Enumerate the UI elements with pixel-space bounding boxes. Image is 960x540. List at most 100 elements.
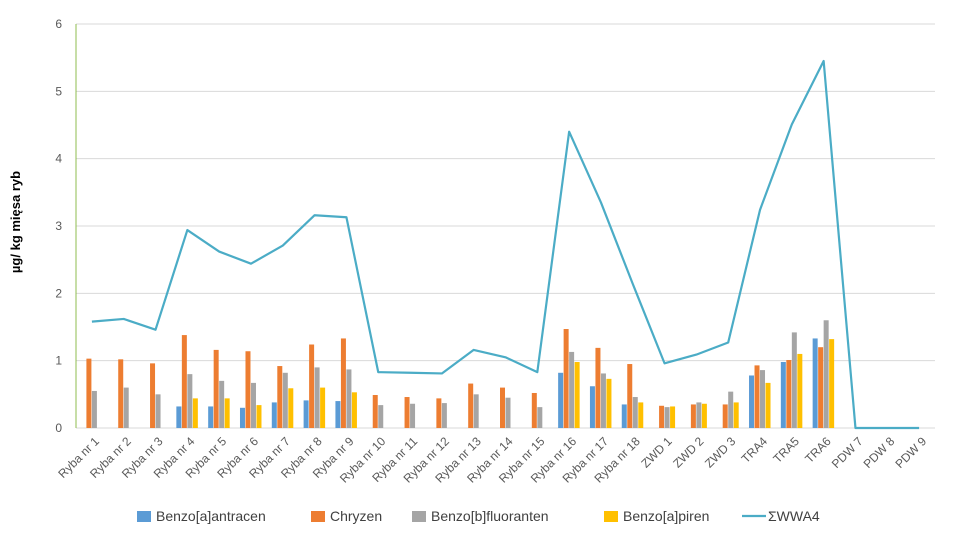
bar bbox=[473, 394, 479, 428]
legend-label: Chryzen bbox=[330, 508, 382, 524]
bar bbox=[239, 407, 245, 428]
bar bbox=[351, 392, 357, 428]
y-tick-label: 3 bbox=[55, 219, 62, 233]
legend: Benzo[a]antracen Chryzen Benzo[b]fluorante… bbox=[137, 508, 820, 524]
bar bbox=[780, 362, 786, 428]
legend-label: Benzo[a]piren bbox=[623, 508, 709, 524]
bar bbox=[765, 382, 771, 428]
bar bbox=[659, 405, 665, 428]
legend-swatch bbox=[311, 511, 325, 522]
bar bbox=[176, 406, 182, 428]
gridlines bbox=[76, 23, 935, 429]
bar bbox=[256, 405, 262, 428]
bar bbox=[187, 374, 193, 428]
bar bbox=[728, 391, 734, 428]
bar bbox=[314, 367, 320, 428]
bar bbox=[754, 365, 760, 428]
bar bbox=[606, 378, 612, 428]
legend-label: Benzo[b]fluoranten bbox=[431, 508, 549, 524]
bar bbox=[303, 400, 309, 428]
bar bbox=[277, 366, 283, 428]
bar bbox=[213, 349, 219, 428]
bar bbox=[791, 332, 797, 428]
x-tick-label: PDW 7 bbox=[829, 434, 866, 471]
bar bbox=[701, 403, 707, 428]
bar bbox=[632, 397, 638, 428]
x-tick-label: ZWD 3 bbox=[702, 434, 739, 471]
y-tick-label: 0 bbox=[55, 421, 62, 435]
x-tick-label: PDW 8 bbox=[861, 434, 898, 471]
bar bbox=[441, 403, 447, 428]
bar bbox=[600, 373, 606, 428]
bar bbox=[812, 338, 818, 428]
bar bbox=[91, 390, 97, 428]
y-tick-label: 5 bbox=[55, 84, 62, 98]
legend-swatch bbox=[137, 511, 151, 522]
bar bbox=[181, 335, 187, 428]
x-tick-label: ZWD 2 bbox=[670, 434, 707, 471]
legend-swatch bbox=[412, 511, 426, 522]
bar bbox=[245, 351, 251, 428]
bar bbox=[410, 403, 416, 428]
bar bbox=[638, 402, 644, 428]
bar bbox=[760, 370, 766, 428]
bar bbox=[722, 404, 728, 428]
bar bbox=[468, 383, 474, 428]
bar bbox=[563, 329, 569, 428]
bar bbox=[670, 406, 676, 428]
x-tick-label: TRA5 bbox=[770, 434, 802, 466]
bar bbox=[372, 395, 378, 428]
legend-swatch bbox=[604, 511, 618, 522]
y-tick-label: 2 bbox=[55, 286, 62, 300]
y-tick-label: 4 bbox=[55, 152, 62, 166]
bar bbox=[595, 347, 601, 428]
bar bbox=[436, 398, 442, 428]
bar bbox=[192, 398, 198, 428]
bar bbox=[749, 375, 755, 428]
bar bbox=[123, 387, 129, 428]
bar bbox=[346, 369, 352, 428]
x-tick-label: TRA4 bbox=[739, 434, 771, 466]
bar bbox=[696, 402, 702, 428]
bar bbox=[505, 397, 511, 428]
bars bbox=[86, 320, 835, 428]
bar bbox=[378, 405, 384, 428]
legend-label: ΣWWA4 bbox=[768, 508, 820, 524]
line-series bbox=[91, 59, 920, 430]
bar bbox=[627, 364, 633, 428]
bar bbox=[150, 363, 156, 428]
bar bbox=[664, 407, 670, 428]
bar bbox=[309, 344, 315, 428]
bar bbox=[282, 372, 288, 428]
legend-label: Benzo[a]antracen bbox=[156, 508, 266, 524]
bar bbox=[500, 387, 505, 428]
bar bbox=[574, 362, 580, 428]
bar bbox=[271, 402, 277, 428]
bar bbox=[86, 358, 92, 428]
bar bbox=[786, 359, 792, 428]
x-tick-label: ZWD 1 bbox=[638, 434, 675, 471]
y-axis-label: µg/ kg mięsa ryb bbox=[8, 171, 23, 273]
bar bbox=[690, 404, 696, 428]
bar bbox=[797, 353, 803, 428]
bar bbox=[208, 406, 214, 428]
bar bbox=[531, 392, 537, 428]
bar bbox=[224, 398, 230, 428]
bar bbox=[818, 347, 824, 428]
bar bbox=[155, 394, 161, 428]
bar bbox=[335, 401, 341, 428]
bar bbox=[823, 320, 829, 428]
bar bbox=[250, 382, 256, 428]
bar bbox=[118, 359, 124, 428]
bar bbox=[569, 351, 575, 428]
x-tick-label: PDW 9 bbox=[892, 434, 929, 471]
bar bbox=[537, 407, 543, 428]
bar bbox=[621, 404, 627, 428]
bar bbox=[558, 372, 564, 428]
y-tick-label: 6 bbox=[55, 17, 62, 31]
bar bbox=[320, 387, 326, 428]
bar bbox=[288, 388, 294, 428]
bar bbox=[733, 402, 739, 428]
